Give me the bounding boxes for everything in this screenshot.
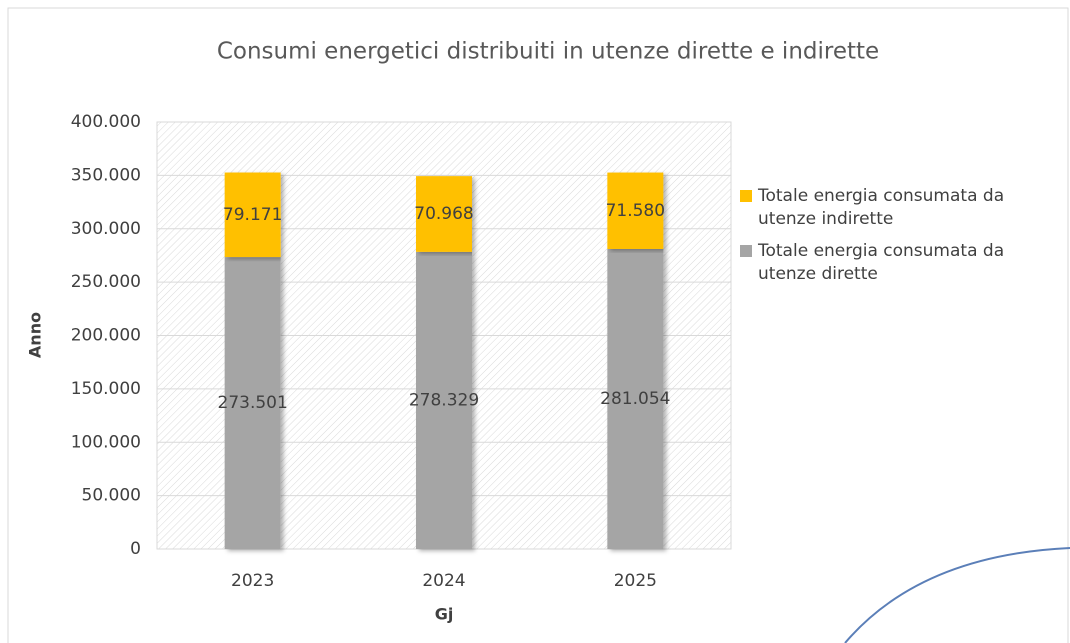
x-tick-label: 2023 [231,571,274,591]
data-label: 278.329 [409,390,479,410]
chart-title: Consumi energetici distribuiti in utenze… [217,39,879,65]
y-tick-label: 50.000 [82,486,141,506]
data-label: 79.171 [223,205,282,225]
legend-label: Totale energia consumata da utenze diret… [758,241,1005,284]
data-label: 281.054 [600,389,670,409]
y-tick-label: 300.000 [71,219,141,239]
bar-segment [224,172,281,258]
stamp [844,547,1070,643]
bar-segment [416,251,472,549]
data-label: 70.968 [414,204,473,224]
y-tick-label: 200.000 [71,326,141,346]
y-tick-label: 350.000 [71,165,141,185]
y-tick-label: 400.000 [71,112,141,132]
legend-item: Totale energia consumata da utenze diret… [740,240,1040,286]
x-axis-label: Gj [435,605,454,624]
legend-item: Totale energia consumata da utenze indir… [740,185,1040,231]
y-tick-label: 250.000 [71,272,141,292]
legend-swatch [740,190,752,202]
y-axis-label: Anno [26,312,45,358]
x-tick-label: 2024 [422,571,465,591]
bar-segment [416,176,472,252]
data-label: 71.580 [606,201,665,221]
bar-segment [224,257,281,549]
y-tick-label: 150.000 [71,379,141,399]
bar-segment [607,172,664,249]
data-label: 273.501 [218,393,288,413]
legend-label: Totale energia consumata da utenze indir… [758,186,1005,229]
x-tick-label: 2025 [614,571,657,591]
y-tick-label: 100.000 [71,432,141,452]
y-tick-label: 0 [130,539,141,559]
bar-segment [607,248,664,549]
legend-swatch [740,245,752,257]
